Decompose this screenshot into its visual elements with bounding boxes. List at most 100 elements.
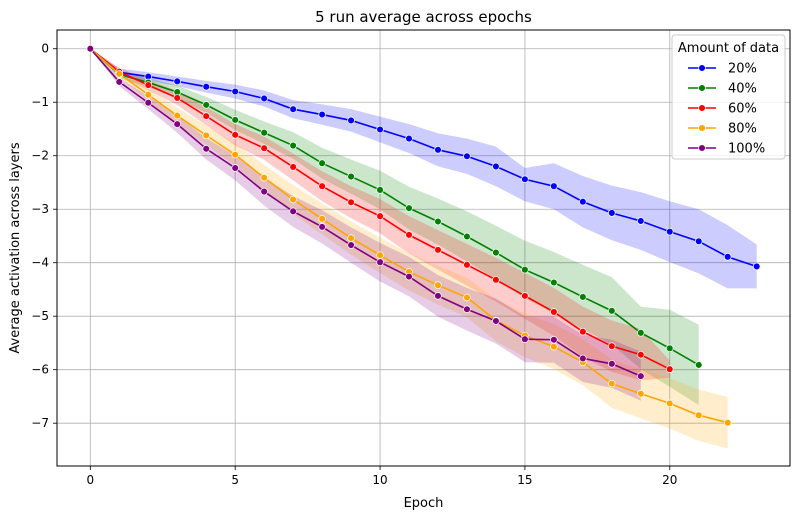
legend-marker-40pct	[698, 84, 706, 92]
chart-title: 5 run average across epochs	[315, 8, 532, 26]
data-point-20pct	[289, 105, 297, 113]
data-point-100pct	[521, 335, 529, 343]
data-point-20pct	[492, 162, 500, 171]
data-point-60pct	[202, 112, 210, 120]
axis-ticks: 0 5 10 15 20 0 −1 −2 −3 −4 −5 −6 −7	[31, 42, 677, 487]
data-point-100pct	[173, 120, 181, 128]
data-point-20pct	[347, 116, 355, 125]
data-point-20pct	[752, 262, 761, 271]
x-tick-label: 0	[86, 473, 94, 487]
data-point-40pct	[434, 217, 442, 226]
data-point-20pct	[173, 77, 181, 86]
legend-title: Amount of data	[678, 41, 779, 56]
data-point-80pct	[637, 390, 645, 398]
legend-label-100pct: 100%	[728, 142, 765, 157]
data-point-100pct	[260, 187, 268, 196]
data-point-80pct	[666, 399, 674, 408]
data-point-60pct	[231, 131, 239, 139]
x-tick-label: 5	[231, 473, 239, 487]
data-point-80pct	[608, 379, 616, 388]
x-tick-label: 15	[517, 473, 532, 487]
data-point-100pct	[434, 292, 442, 300]
data-point-40pct	[579, 293, 587, 301]
data-point-60pct	[579, 327, 587, 336]
data-point-100pct	[144, 99, 153, 107]
y-tick-label: −3	[31, 202, 49, 216]
data-point-40pct	[347, 172, 355, 181]
data-point-40pct	[260, 128, 268, 137]
data-point-100pct	[550, 335, 558, 344]
y-axis-label: Average activation across layers	[8, 142, 23, 353]
data-point-80pct	[318, 215, 326, 223]
data-point-100pct	[492, 317, 500, 325]
data-point-20pct	[231, 87, 239, 96]
data-point-20pct	[608, 209, 616, 217]
legend: Amount of data 20% 40% 60% 80% 100%	[671, 34, 786, 160]
data-point-80pct	[723, 418, 732, 427]
data-point-40pct	[492, 248, 500, 257]
x-axis-label: Epoch	[404, 496, 444, 511]
data-point-20pct	[694, 237, 703, 246]
data-point-40pct	[550, 278, 558, 287]
data-point-20pct	[521, 175, 529, 184]
y-tick-label: −4	[31, 256, 49, 270]
data-point-80pct	[694, 411, 703, 419]
data-point-100pct	[376, 258, 384, 266]
data-point-80pct	[231, 150, 239, 159]
data-point-40pct	[666, 344, 674, 353]
y-tick-label: −2	[31, 149, 49, 163]
x-tick-label: 20	[662, 473, 677, 487]
data-point-20pct	[376, 125, 384, 134]
data-point-40pct	[376, 186, 384, 194]
x-tick-label: 10	[372, 473, 387, 487]
data-point-20pct	[723, 253, 732, 261]
data-point-40pct	[608, 307, 616, 315]
data-point-100pct	[231, 164, 239, 172]
data-point-20pct	[666, 227, 674, 236]
series-line-40pct	[89, 48, 700, 366]
legend-marker-60pct	[698, 104, 706, 112]
data-point-40pct	[405, 204, 413, 212]
data-point-60pct	[550, 308, 558, 316]
data-point-100pct	[608, 360, 616, 368]
data-point-100pct	[115, 78, 124, 86]
data-point-40pct	[289, 141, 297, 150]
series-line-100pct	[89, 48, 642, 377]
data-point-60pct	[637, 350, 645, 359]
data-point-60pct	[608, 342, 616, 350]
data-point-20pct	[579, 197, 587, 206]
y-tick-label: −5	[31, 309, 49, 323]
data-point-100pct	[579, 354, 587, 363]
grid	[57, 30, 790, 466]
data-point-60pct	[318, 182, 326, 190]
data-point-20pct	[405, 134, 413, 143]
data-point-40pct	[318, 159, 326, 167]
y-tick-label: 0	[41, 42, 49, 56]
data-point-100pct	[405, 272, 413, 281]
data-point-20pct	[260, 94, 268, 103]
series-line-20pct	[89, 48, 757, 268]
data-point-100pct	[318, 223, 326, 231]
data-point-80pct	[202, 131, 210, 140]
data-point-20pct	[637, 217, 645, 225]
data-point-60pct	[289, 163, 297, 171]
data-point-60pct	[376, 212, 384, 220]
data-point-40pct	[521, 265, 529, 274]
data-point-60pct	[405, 231, 413, 239]
data-point-20pct	[318, 110, 326, 119]
band-20pct	[90, 48, 757, 289]
data-point-60pct	[347, 198, 355, 207]
data-point-100pct	[463, 305, 471, 314]
data-point-40pct	[637, 329, 645, 337]
data-point-40pct	[231, 116, 239, 124]
data-point-60pct	[173, 94, 181, 102]
data-point-100pct	[347, 241, 355, 249]
data-point-80pct	[260, 173, 268, 182]
data-point-60pct	[463, 261, 471, 269]
y-tick-label: −6	[31, 363, 49, 377]
y-tick-label: −7	[31, 416, 49, 430]
data-point-40pct	[463, 232, 471, 241]
legend-marker-100pct	[698, 144, 706, 152]
